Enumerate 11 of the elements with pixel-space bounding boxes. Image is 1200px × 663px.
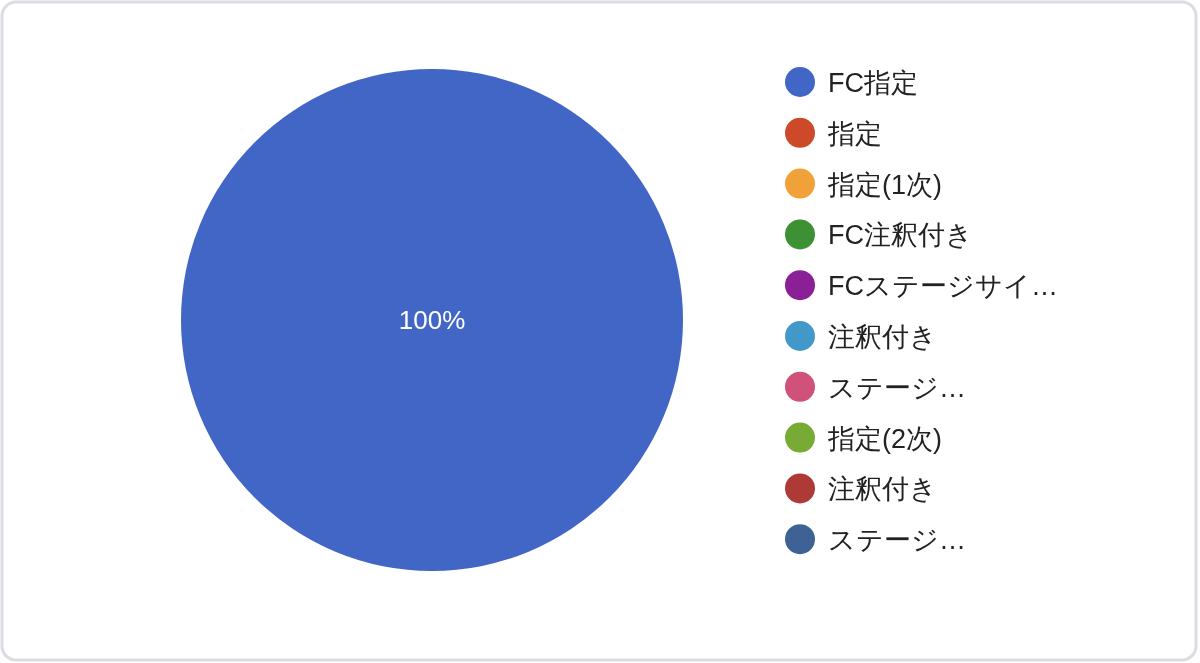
legend-label: 指定(2次) — [827, 423, 942, 454]
legend-label: FCステージサイ… — [828, 271, 1058, 302]
legend-label: FC指定 — [828, 68, 918, 98]
legend-label: FC注釈付き — [828, 220, 973, 251]
legend-label: 注釈付き — [828, 322, 937, 352]
legend-label: ステージ… — [828, 372, 966, 403]
legend-label: ステージ… — [828, 525, 966, 556]
legend-label: 注釈付き — [828, 474, 937, 505]
legend-label: 指定(1次) — [827, 169, 942, 200]
data-label: 100% — [398, 305, 466, 335]
legend-label: 指定 — [827, 118, 882, 149]
